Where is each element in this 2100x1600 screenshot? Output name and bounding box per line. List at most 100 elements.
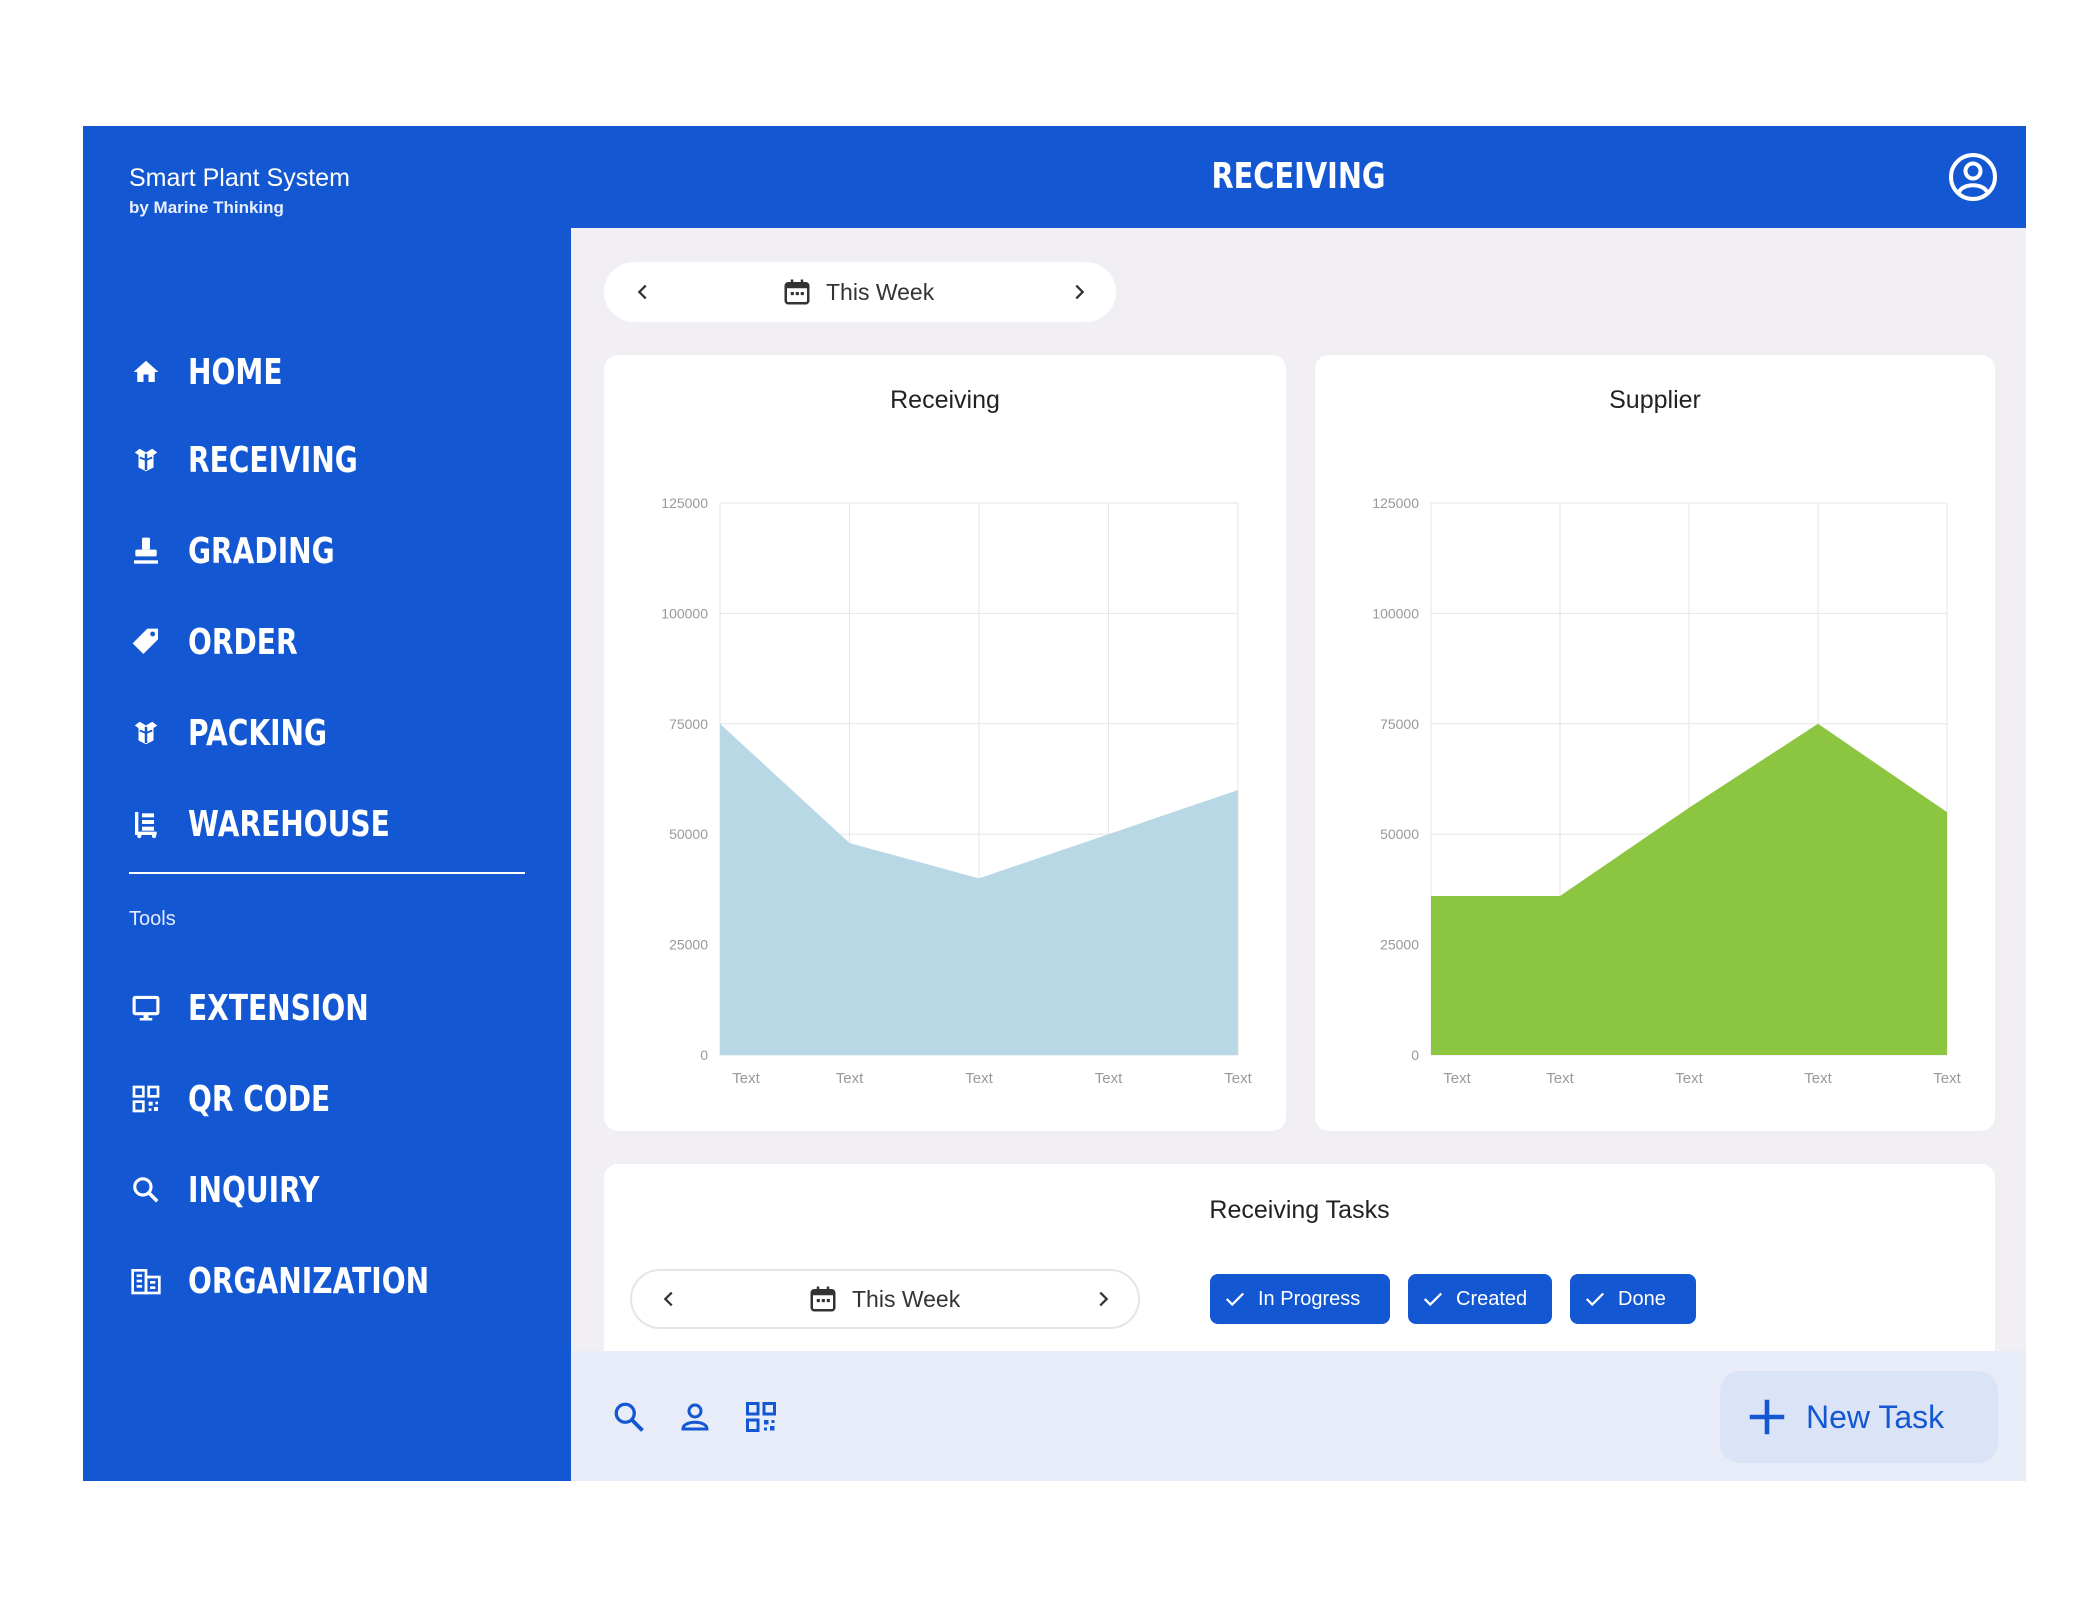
next-week-button[interactable] [1064, 277, 1094, 307]
receiving-chart-card: Receiving 0 25000 50000 75000 100000 125000 Te… [604, 355, 1286, 1131]
y-tick-label: 50000 [669, 826, 708, 842]
tasks-week-selector: This Week [630, 1269, 1140, 1329]
new-task-label: New Task [1806, 1398, 1945, 1435]
new-task-button[interactable]: New Task [1720, 1371, 1998, 1463]
account-circle-icon[interactable] [1948, 152, 1998, 202]
search-icon [129, 1173, 163, 1207]
nav-divider [129, 872, 525, 874]
app-window: Smart Plant System by Marine Thinking HO… [83, 126, 2026, 1481]
y-tick-label: 25000 [1380, 937, 1419, 953]
sidebar-item-label: INQUIRY [188, 1169, 320, 1211]
page-title: RECEIVING [1211, 156, 1386, 197]
check-icon [1423, 1292, 1443, 1307]
sidebar-item-label: EXTENSION [188, 987, 369, 1029]
brand-title: Smart Plant System [129, 164, 350, 192]
week-label: This Week [852, 1285, 961, 1312]
box-icon [129, 716, 163, 750]
sidebar-item-label: GRADING [188, 530, 335, 572]
home-icon [129, 355, 163, 389]
y-tick-label: 0 [700, 1047, 708, 1063]
sidebar-item-label: HOME [188, 351, 283, 393]
y-tick-label: 75000 [669, 716, 708, 732]
filter-chip-done[interactable]: Done [1570, 1274, 1696, 1324]
tag-icon [129, 625, 163, 659]
check-icon [1585, 1292, 1605, 1307]
x-tick-label: Text [1933, 1070, 1961, 1087]
qr-code-icon [129, 1082, 163, 1116]
calendar-icon [810, 1286, 836, 1312]
bottom-action-bar: New Task [571, 1351, 2026, 1481]
sidebar-item-label: QR CODE [188, 1078, 331, 1120]
week-label: This Week [826, 278, 935, 305]
week-label-group[interactable]: This Week [808, 1284, 960, 1314]
next-week-button[interactable] [1088, 1284, 1118, 1314]
chevron-right-icon [1075, 284, 1085, 300]
filter-chip-created[interactable]: Created [1408, 1274, 1552, 1324]
sidebar-item-label: PACKING [188, 712, 328, 754]
sidebar-item-packing[interactable]: PACKING [129, 703, 366, 763]
receiving-tasks-card: Receiving Tasks This Week In Progress Cr… [604, 1164, 1995, 1364]
plus-icon [1749, 1399, 1785, 1435]
chip-label: In Progress [1258, 1287, 1361, 1310]
chart-title: Supplier [1609, 386, 1701, 414]
y-tick-label: 0 [1411, 1047, 1419, 1063]
area-series [720, 723, 1238, 1055]
x-tick-label: Text [732, 1070, 760, 1087]
tools-section-label: Tools [129, 908, 176, 930]
sidebar-item-warehouse[interactable]: WAREHOUSE [129, 794, 447, 854]
y-tick-label: 100000 [1372, 605, 1419, 621]
supplier-chart-card: Supplier 0 25000 50000 75000 100000 125000 Tex… [1315, 355, 1995, 1131]
sidebar-item-organization[interactable]: ORGANIZATION [129, 1251, 497, 1311]
sidebar-item-qr-code[interactable]: QR CODE [129, 1069, 370, 1129]
supplier-area-chart: 0 25000 50000 75000 100000 125000 Text Text Text… [1372, 495, 1961, 1087]
building-icon [129, 1264, 163, 1298]
y-tick-label: 75000 [1380, 716, 1419, 732]
y-tick-label: 125000 [661, 495, 708, 511]
prev-week-button[interactable] [654, 1284, 684, 1314]
tasks-title: Receiving Tasks [1209, 1196, 1390, 1224]
sidebar-item-receiving[interactable]: RECEIVING [129, 430, 406, 490]
check-icon [1225, 1292, 1245, 1307]
prev-week-button[interactable] [628, 277, 658, 307]
x-tick-label: Text [965, 1070, 993, 1087]
sidebar-item-label: RECEIVING [188, 439, 358, 481]
monitor-icon [129, 991, 163, 1025]
sidebar-item-label: WAREHOUSE [188, 803, 390, 845]
stamp-icon [129, 534, 163, 568]
chip-label: Done [1618, 1287, 1666, 1310]
receiving-area-chart: 0 25000 50000 75000 100000 125000 Text Text Text… [661, 495, 1252, 1087]
sidebar: Smart Plant System by Marine Thinking HO… [83, 126, 571, 1481]
x-tick-label: Text [1546, 1070, 1574, 1087]
qr-code-icon[interactable] [743, 1399, 779, 1435]
x-tick-label: Text [1804, 1070, 1832, 1087]
sidebar-item-label: ORGANIZATION [188, 1260, 430, 1302]
week-label-group[interactable]: This Week [782, 277, 934, 307]
person-icon[interactable] [677, 1399, 713, 1435]
x-tick-label: Text [1443, 1070, 1471, 1087]
calendar-icon [784, 279, 810, 305]
filter-chip-in-progress[interactable]: In Progress [1210, 1274, 1390, 1324]
x-tick-label: Text [1675, 1070, 1703, 1087]
x-tick-label: Text [836, 1070, 864, 1087]
cart-icon [129, 807, 163, 841]
week-selector: This Week [604, 262, 1116, 322]
search-icon[interactable] [611, 1399, 647, 1435]
sidebar-item-home[interactable]: HOME [129, 342, 309, 402]
y-tick-label: 125000 [1372, 495, 1419, 511]
y-tick-label: 100000 [661, 605, 708, 621]
chevron-left-icon [663, 1291, 673, 1307]
chevron-right-icon [1099, 1291, 1109, 1307]
chart-title: Receiving [890, 386, 1000, 414]
x-tick-label: Text [1095, 1070, 1123, 1087]
sidebar-item-label: ORDER [188, 621, 298, 663]
y-tick-label: 50000 [1380, 826, 1419, 842]
box-icon [129, 443, 163, 477]
top-header: RECEIVING [571, 126, 2026, 228]
chip-label: Created [1456, 1287, 1528, 1310]
sidebar-item-grading[interactable]: GRADING [129, 521, 376, 581]
sidebar-item-inquiry[interactable]: INQUIRY [129, 1160, 357, 1220]
brand-subtitle: by Marine Thinking [129, 198, 284, 217]
sidebar-item-order[interactable]: ORDER [129, 612, 329, 672]
sidebar-item-extension[interactable]: EXTENSION [129, 978, 420, 1038]
y-tick-label: 25000 [669, 937, 708, 953]
